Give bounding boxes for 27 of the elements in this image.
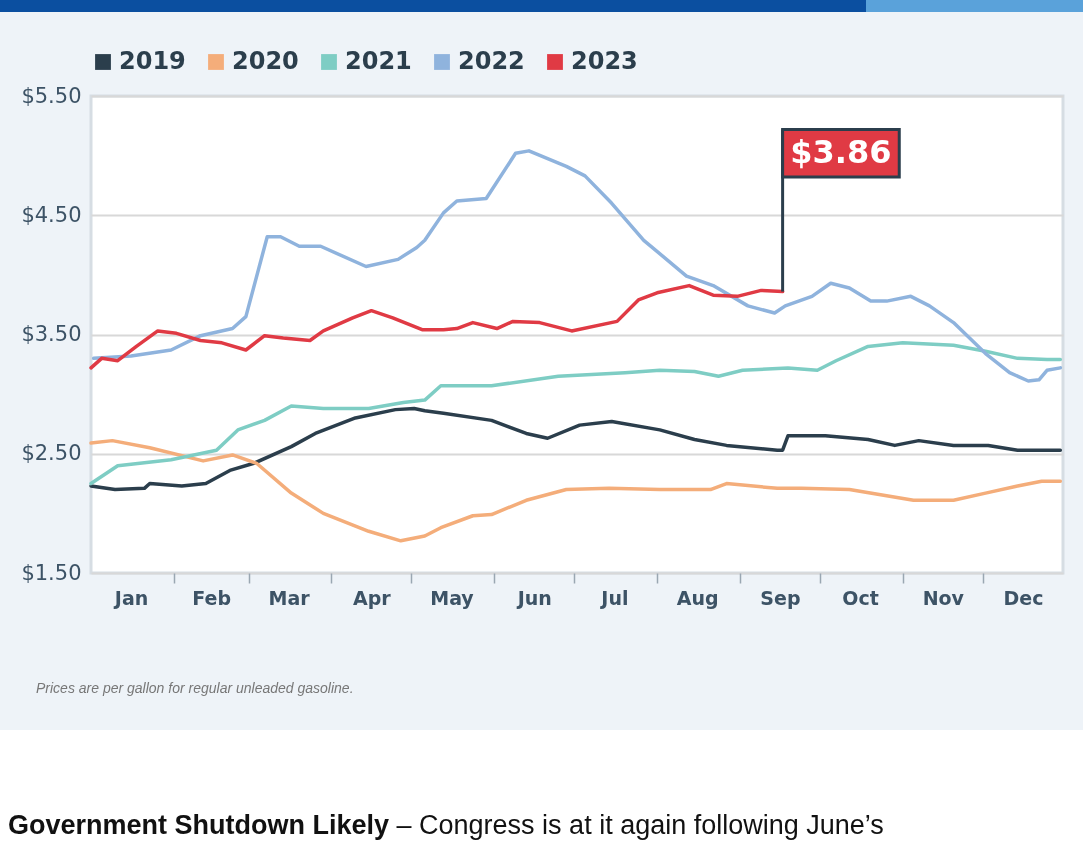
x-tick-label: Sep [760, 586, 801, 609]
text: Prices are per gallon for regular unleaded gasoline. [36, 680, 354, 696]
legend-label: 2023 [571, 47, 638, 75]
legend-label: 2022 [458, 47, 525, 75]
x-tick-label: Nov [922, 586, 965, 609]
x-tick-label: May [430, 586, 475, 609]
y-tick-label: $4.50 [21, 202, 82, 227]
text: – Congress is at it again following June’s [395, 810, 884, 840]
legend-label: 2019 [119, 47, 186, 75]
y-tick-label: $3.50 [21, 322, 82, 346]
annotation: $3.86 [790, 133, 892, 172]
text: Government Shutdown Likely [8, 810, 390, 840]
x-tick-label: Dec [1003, 586, 1044, 609]
x-tick-label: Apr [353, 586, 392, 609]
line-series [89, 283, 785, 370]
x-tick-label: Feb [192, 586, 232, 609]
x-tick-label: Aug [676, 586, 719, 609]
y-tick-label: $2.50 [21, 441, 82, 466]
x-tick-label: Jun [515, 586, 552, 609]
y-tick-label: $5.50 [21, 83, 82, 108]
y-tick-label: $1.50 [21, 560, 82, 585]
x-tick-label: Jan [112, 586, 149, 609]
legend-label: 2021 [345, 47, 412, 75]
x-tick-label: Jul [599, 586, 629, 609]
legend-label: 2020 [232, 47, 299, 75]
x-tick-label: Oct [842, 586, 879, 609]
x-tick-label: Mar [268, 586, 311, 609]
